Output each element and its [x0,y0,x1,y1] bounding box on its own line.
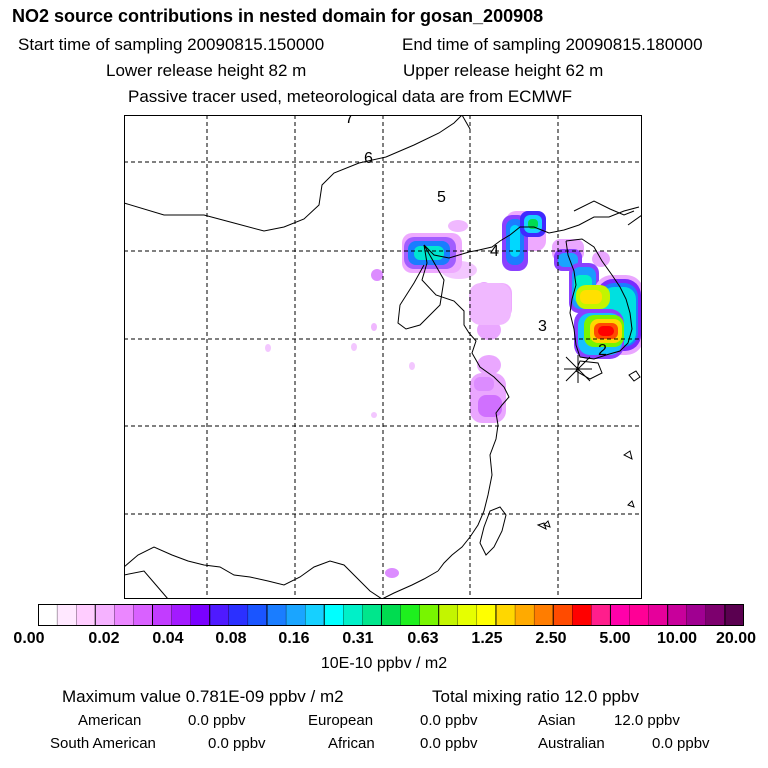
plume-patch [448,220,468,232]
colorbar-cell [285,604,306,626]
colorbar-cell [133,604,154,626]
colorbar-tick: 1.25 [471,630,503,647]
asian-value: 12.0 ppbv [614,712,680,729]
colorbar-cell [190,604,211,626]
colorbar-cell [362,604,383,626]
total-mixing-ratio: Total mixing ratio 12.0 ppbv [432,687,639,706]
colorbar-cell [247,604,268,626]
australian-label: Australian [538,735,605,752]
colorbar-cell [724,604,744,626]
map-frame [124,115,642,599]
colorbar-tick: 2.50 [535,630,567,647]
colorbar-cell [56,604,77,626]
asian-label: Asian [538,712,576,729]
coastlines [124,115,642,599]
plume-patch [371,412,377,418]
plume-core [580,290,602,304]
plume-halo [469,283,511,325]
trajectory-label-3: 3 [538,318,547,335]
colorbar-cell [591,604,612,626]
colorbar-cell [171,604,192,626]
plume-patch [351,343,357,351]
plume-max [598,326,614,336]
plume-patch [385,568,399,578]
colorbar-tick: 0.16 [278,630,310,647]
colorbar-tick: 10.00 [656,630,698,647]
colorbar-cell [686,604,707,626]
plume-patch [371,269,383,281]
colorbar-cell [323,604,345,626]
plume-patch [371,323,377,331]
trajectory-label-7: 7 [345,115,354,127]
map-grid [124,115,642,599]
colorbar-cell [572,604,593,626]
trajectory-label-5: 5 [437,189,446,206]
australian-value: 0.0 ppbv [652,735,710,752]
colorbar [38,604,744,626]
african-label: African [328,735,375,752]
colorbar-tick: 0.00 [13,630,45,647]
colorbar-cell [94,604,116,626]
maximum-value: Maximum value 0.781E-09 ppbv / m2 [62,687,344,706]
trajectory-label-6: 6 [364,150,373,167]
colorbar-tick: 5.00 [599,630,631,647]
colorbar-units: 10E-10 ppbv / m2 [320,655,448,672]
colorbar-cell [76,604,96,626]
colorbar-cell [648,604,669,626]
colorbar-cell [629,604,650,626]
plume-outer [474,377,494,391]
plume-patch [477,355,501,375]
end-time: End time of sampling 20090815.180000 [402,35,703,54]
colorbar-tick: 0.31 [342,630,374,647]
plume-patch [265,344,271,352]
colorbar-cell [457,604,478,626]
colorbar-tick: 0.08 [215,630,247,647]
european-label: European [308,712,374,729]
colorbar-cell [705,604,726,626]
colorbar-tick: 0.63 [407,630,439,647]
colorbar-cell [380,604,402,626]
lower-release-height: Lower release height 82 m [106,61,307,80]
colorbar-cell [419,604,440,626]
upper-release-height: Upper release height 62 m [403,61,604,80]
colorbar-tick: 0.02 [88,630,120,647]
colorbar-cell [343,604,364,626]
colorbar-cell [38,604,59,626]
colorbar-cell [552,604,574,626]
plume-core [510,225,520,257]
colorbar-cell [151,604,173,626]
colorbar-cell [438,604,459,626]
south-american-label: South American [50,735,156,752]
plume-patch [409,362,415,370]
south-american-value: 0.0 ppbv [208,735,266,752]
colorbar-cell [609,604,631,626]
colorbar-cell [533,604,554,626]
american-value: 0.0 ppbv [188,712,246,729]
colorbar-cell [495,604,517,626]
trajectory-label-2: 2 [598,342,607,359]
map-plot: 7 6 5 4 3 2 [124,115,642,599]
plume-outer [478,395,502,417]
european-value: 0.0 ppbv [420,712,478,729]
plot-title: NO2 source contributions in nested domai… [12,6,544,26]
colorbar-cell [228,604,249,626]
colorbar-cell [266,604,288,626]
trajectory-label-4: 4 [490,243,499,260]
star-marker-icon [564,355,592,383]
plume-mid [558,253,578,267]
colorbar-tick: 0.04 [152,630,184,647]
american-label: American [78,712,142,729]
colorbar-tick: 20.00 [715,630,757,647]
colorbar-cell [476,604,497,626]
colorbar-cell [209,604,230,626]
colorbar-cell [114,604,135,626]
concentration-plumes [265,211,642,578]
colorbar-cell [304,604,325,626]
colorbar-cell [514,604,535,626]
colorbar-cell [400,604,421,626]
african-value: 0.0 ppbv [420,735,478,752]
tracer-note: Passive tracer used, meteorological data… [128,87,573,106]
start-time: Start time of sampling 20090815.150000 [18,35,325,54]
colorbar-cell [667,604,688,626]
